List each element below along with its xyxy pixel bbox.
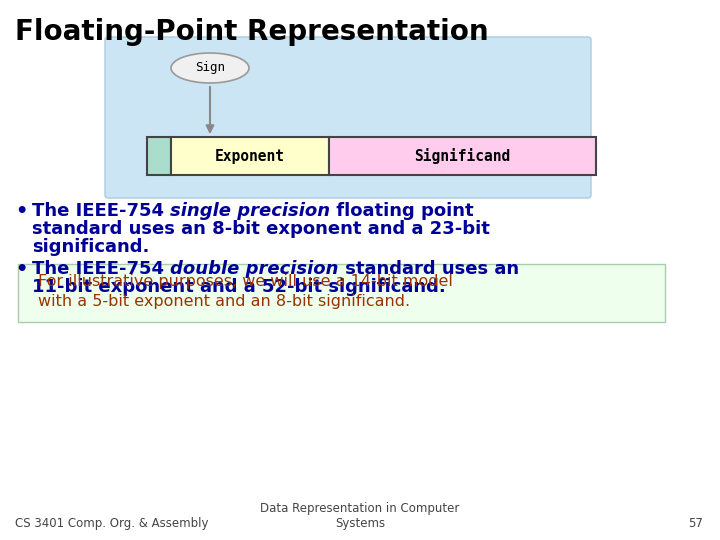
FancyBboxPatch shape	[147, 137, 171, 175]
Text: For illustrative purposes, we will use a 14-bit model: For illustrative purposes, we will use a…	[38, 274, 453, 289]
Text: 57: 57	[688, 517, 703, 530]
Text: Exponent: Exponent	[215, 148, 285, 164]
Text: Significand: Significand	[415, 148, 510, 164]
Text: The IEEE-754: The IEEE-754	[32, 202, 170, 220]
Text: standard uses an: standard uses an	[338, 260, 519, 278]
FancyBboxPatch shape	[329, 137, 596, 175]
FancyBboxPatch shape	[171, 137, 329, 175]
Text: standard uses an 8-bit exponent and a 23-bit: standard uses an 8-bit exponent and a 23…	[32, 220, 490, 238]
Text: 11-bit exponent and a 52-bit significand.: 11-bit exponent and a 52-bit significand…	[32, 278, 446, 296]
Text: •: •	[15, 202, 27, 221]
Text: Sign: Sign	[195, 62, 225, 75]
FancyBboxPatch shape	[18, 264, 665, 322]
Text: significand.: significand.	[32, 238, 149, 256]
Text: CS 3401 Comp. Org. & Assembly: CS 3401 Comp. Org. & Assembly	[15, 517, 209, 530]
Text: The IEEE-754: The IEEE-754	[32, 260, 170, 278]
Ellipse shape	[171, 53, 249, 83]
FancyBboxPatch shape	[105, 37, 591, 198]
Text: with a 5-bit exponent and an 8-bit significand.: with a 5-bit exponent and an 8-bit signi…	[38, 294, 410, 309]
Text: Floating-Point Representation: Floating-Point Representation	[15, 18, 489, 46]
Text: single precision: single precision	[170, 202, 330, 220]
Text: double precision: double precision	[170, 260, 338, 278]
Text: floating point: floating point	[330, 202, 474, 220]
Text: Data Representation in Computer
Systems: Data Representation in Computer Systems	[261, 502, 459, 530]
Text: •: •	[15, 260, 27, 279]
